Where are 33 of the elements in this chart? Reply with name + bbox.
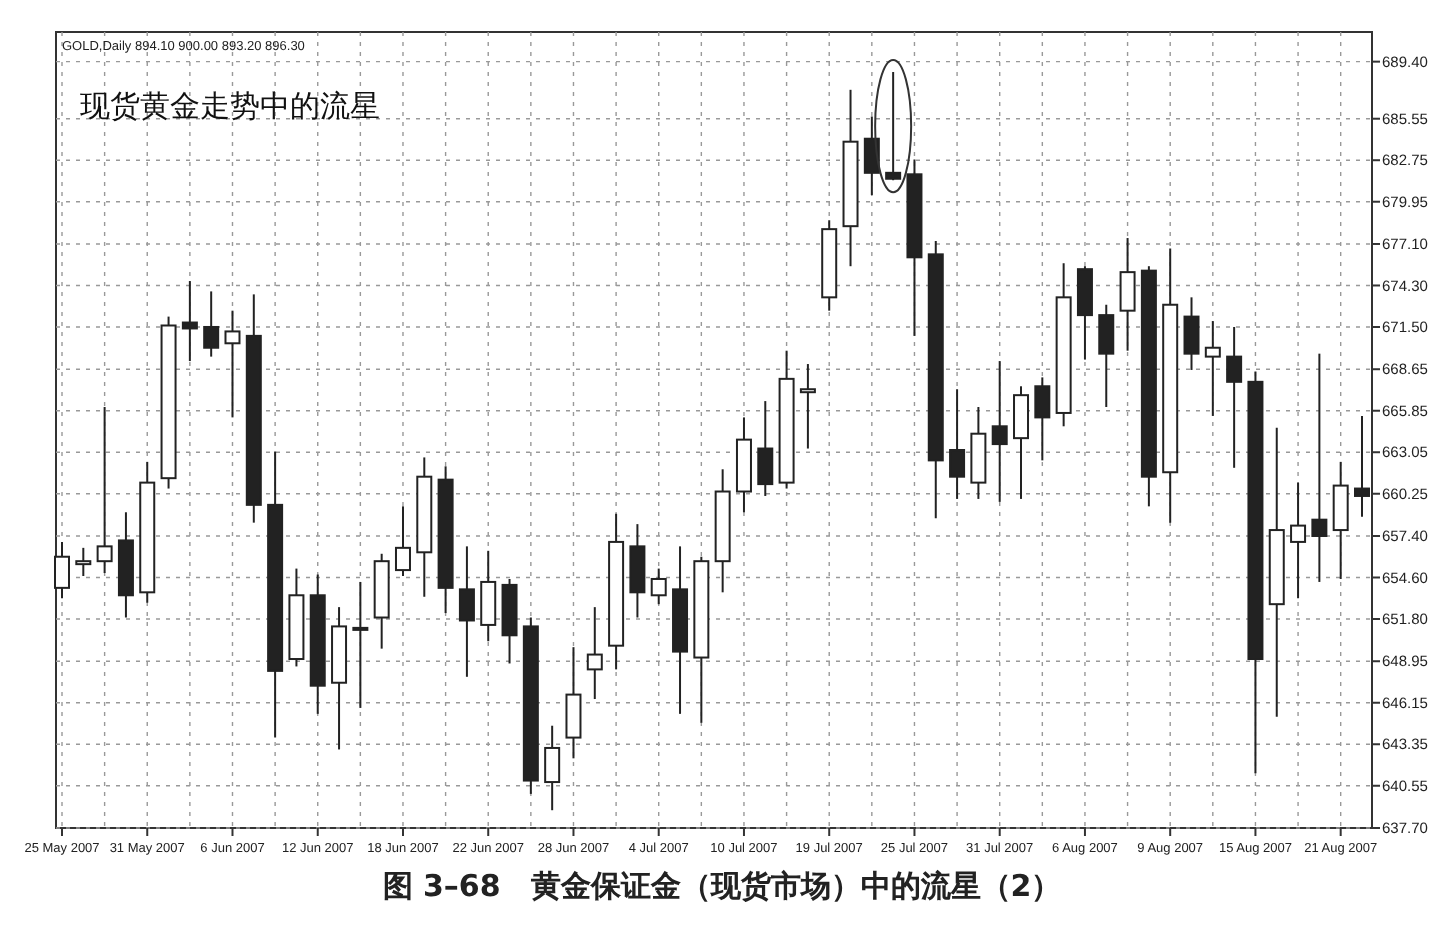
candlestick xyxy=(1311,352,1328,583)
candlestick xyxy=(352,580,369,709)
text: 图 3–68 黄金保证金（现货市场）中的流星（2） xyxy=(382,868,1062,904)
candlestick xyxy=(1013,385,1030,500)
annotation: 现货黄金走势中的流星 xyxy=(80,90,380,124)
candlestick xyxy=(75,546,92,578)
candlestick xyxy=(1332,460,1349,580)
candlestick xyxy=(458,545,475,678)
candlestick xyxy=(757,400,774,497)
candlestick xyxy=(480,549,497,643)
candlestick xyxy=(224,309,241,419)
candlestick xyxy=(1098,303,1115,409)
candlestick xyxy=(1034,376,1051,462)
candlestick xyxy=(544,724,561,812)
candlestick xyxy=(991,360,1008,503)
candlestick xyxy=(1290,481,1307,600)
candlestick xyxy=(885,71,902,182)
candlestick xyxy=(1204,320,1221,417)
candlestick xyxy=(650,567,667,606)
candlestick xyxy=(586,606,603,701)
candlestick xyxy=(394,505,411,578)
candlestick xyxy=(1183,296,1200,371)
candlestick xyxy=(1354,414,1370,518)
candlestick xyxy=(1119,237,1136,352)
candlestick xyxy=(629,523,646,619)
candlestick xyxy=(181,280,198,363)
candlestick xyxy=(565,646,582,760)
candlestick xyxy=(1226,325,1243,469)
candlestick xyxy=(799,363,816,450)
candlestick xyxy=(1076,265,1093,361)
candlestick xyxy=(949,388,966,500)
candlestick xyxy=(96,406,113,575)
candlestick xyxy=(203,290,220,358)
